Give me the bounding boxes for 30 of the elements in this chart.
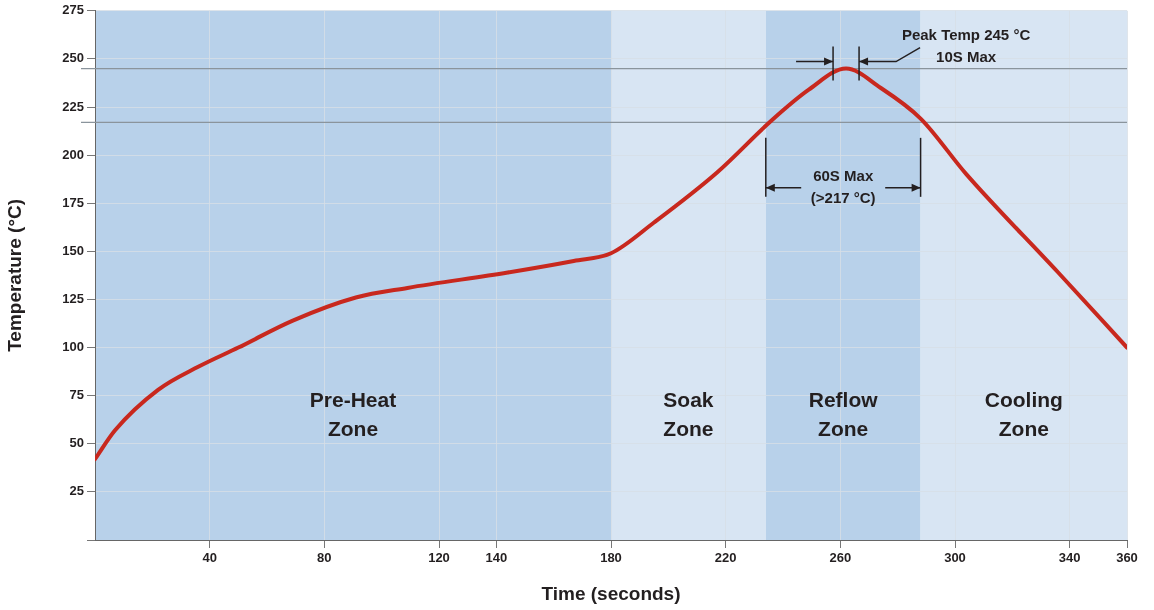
y-tick-label: 75 <box>69 387 84 403</box>
y-tick-label: 250 <box>62 50 84 66</box>
x-tick-label: 220 <box>714 550 737 566</box>
x-tick-label: 120 <box>428 550 450 566</box>
x-tick-label: 260 <box>829 550 852 566</box>
y-tick-label: 175 <box>62 194 84 210</box>
band-label: Reflow Zone <box>808 387 879 440</box>
x-axis-title: Time (seconds) <box>541 582 681 604</box>
y-tick-label: 275 <box>62 2 84 18</box>
y-tick-label: 225 <box>62 98 84 114</box>
y-tick-label: 50 <box>69 435 84 451</box>
x-tick-label: 360 <box>1116 550 1138 566</box>
band-label: Cooling Zone <box>984 387 1063 440</box>
x-tick-label: 80 <box>317 550 332 566</box>
x-tick-label: 40 <box>202 550 217 566</box>
band-label: Soak Zone <box>663 387 714 440</box>
y-tick-label: 25 <box>69 483 84 499</box>
line-series <box>95 66 1127 462</box>
y-axis-title: Temperature (°C) <box>3 198 25 352</box>
x-tick-label: 300 <box>944 550 966 566</box>
band-label: Pre-Heat Zone <box>309 387 397 440</box>
x-tick-label: 180 <box>600 550 622 566</box>
annotation: 60S Max (>217 °C) <box>810 166 876 206</box>
y-tick-label: 150 <box>62 242 84 258</box>
y-tick-label: 125 <box>62 291 84 307</box>
y-tick-label: 100 <box>62 339 84 355</box>
y-tick-label: 200 <box>62 146 84 162</box>
x-tick-label: 340 <box>1058 550 1081 566</box>
x-tick-label: 140 <box>485 550 508 566</box>
annotation: Peak Temp 245 °C 10S Max <box>901 25 1031 65</box>
